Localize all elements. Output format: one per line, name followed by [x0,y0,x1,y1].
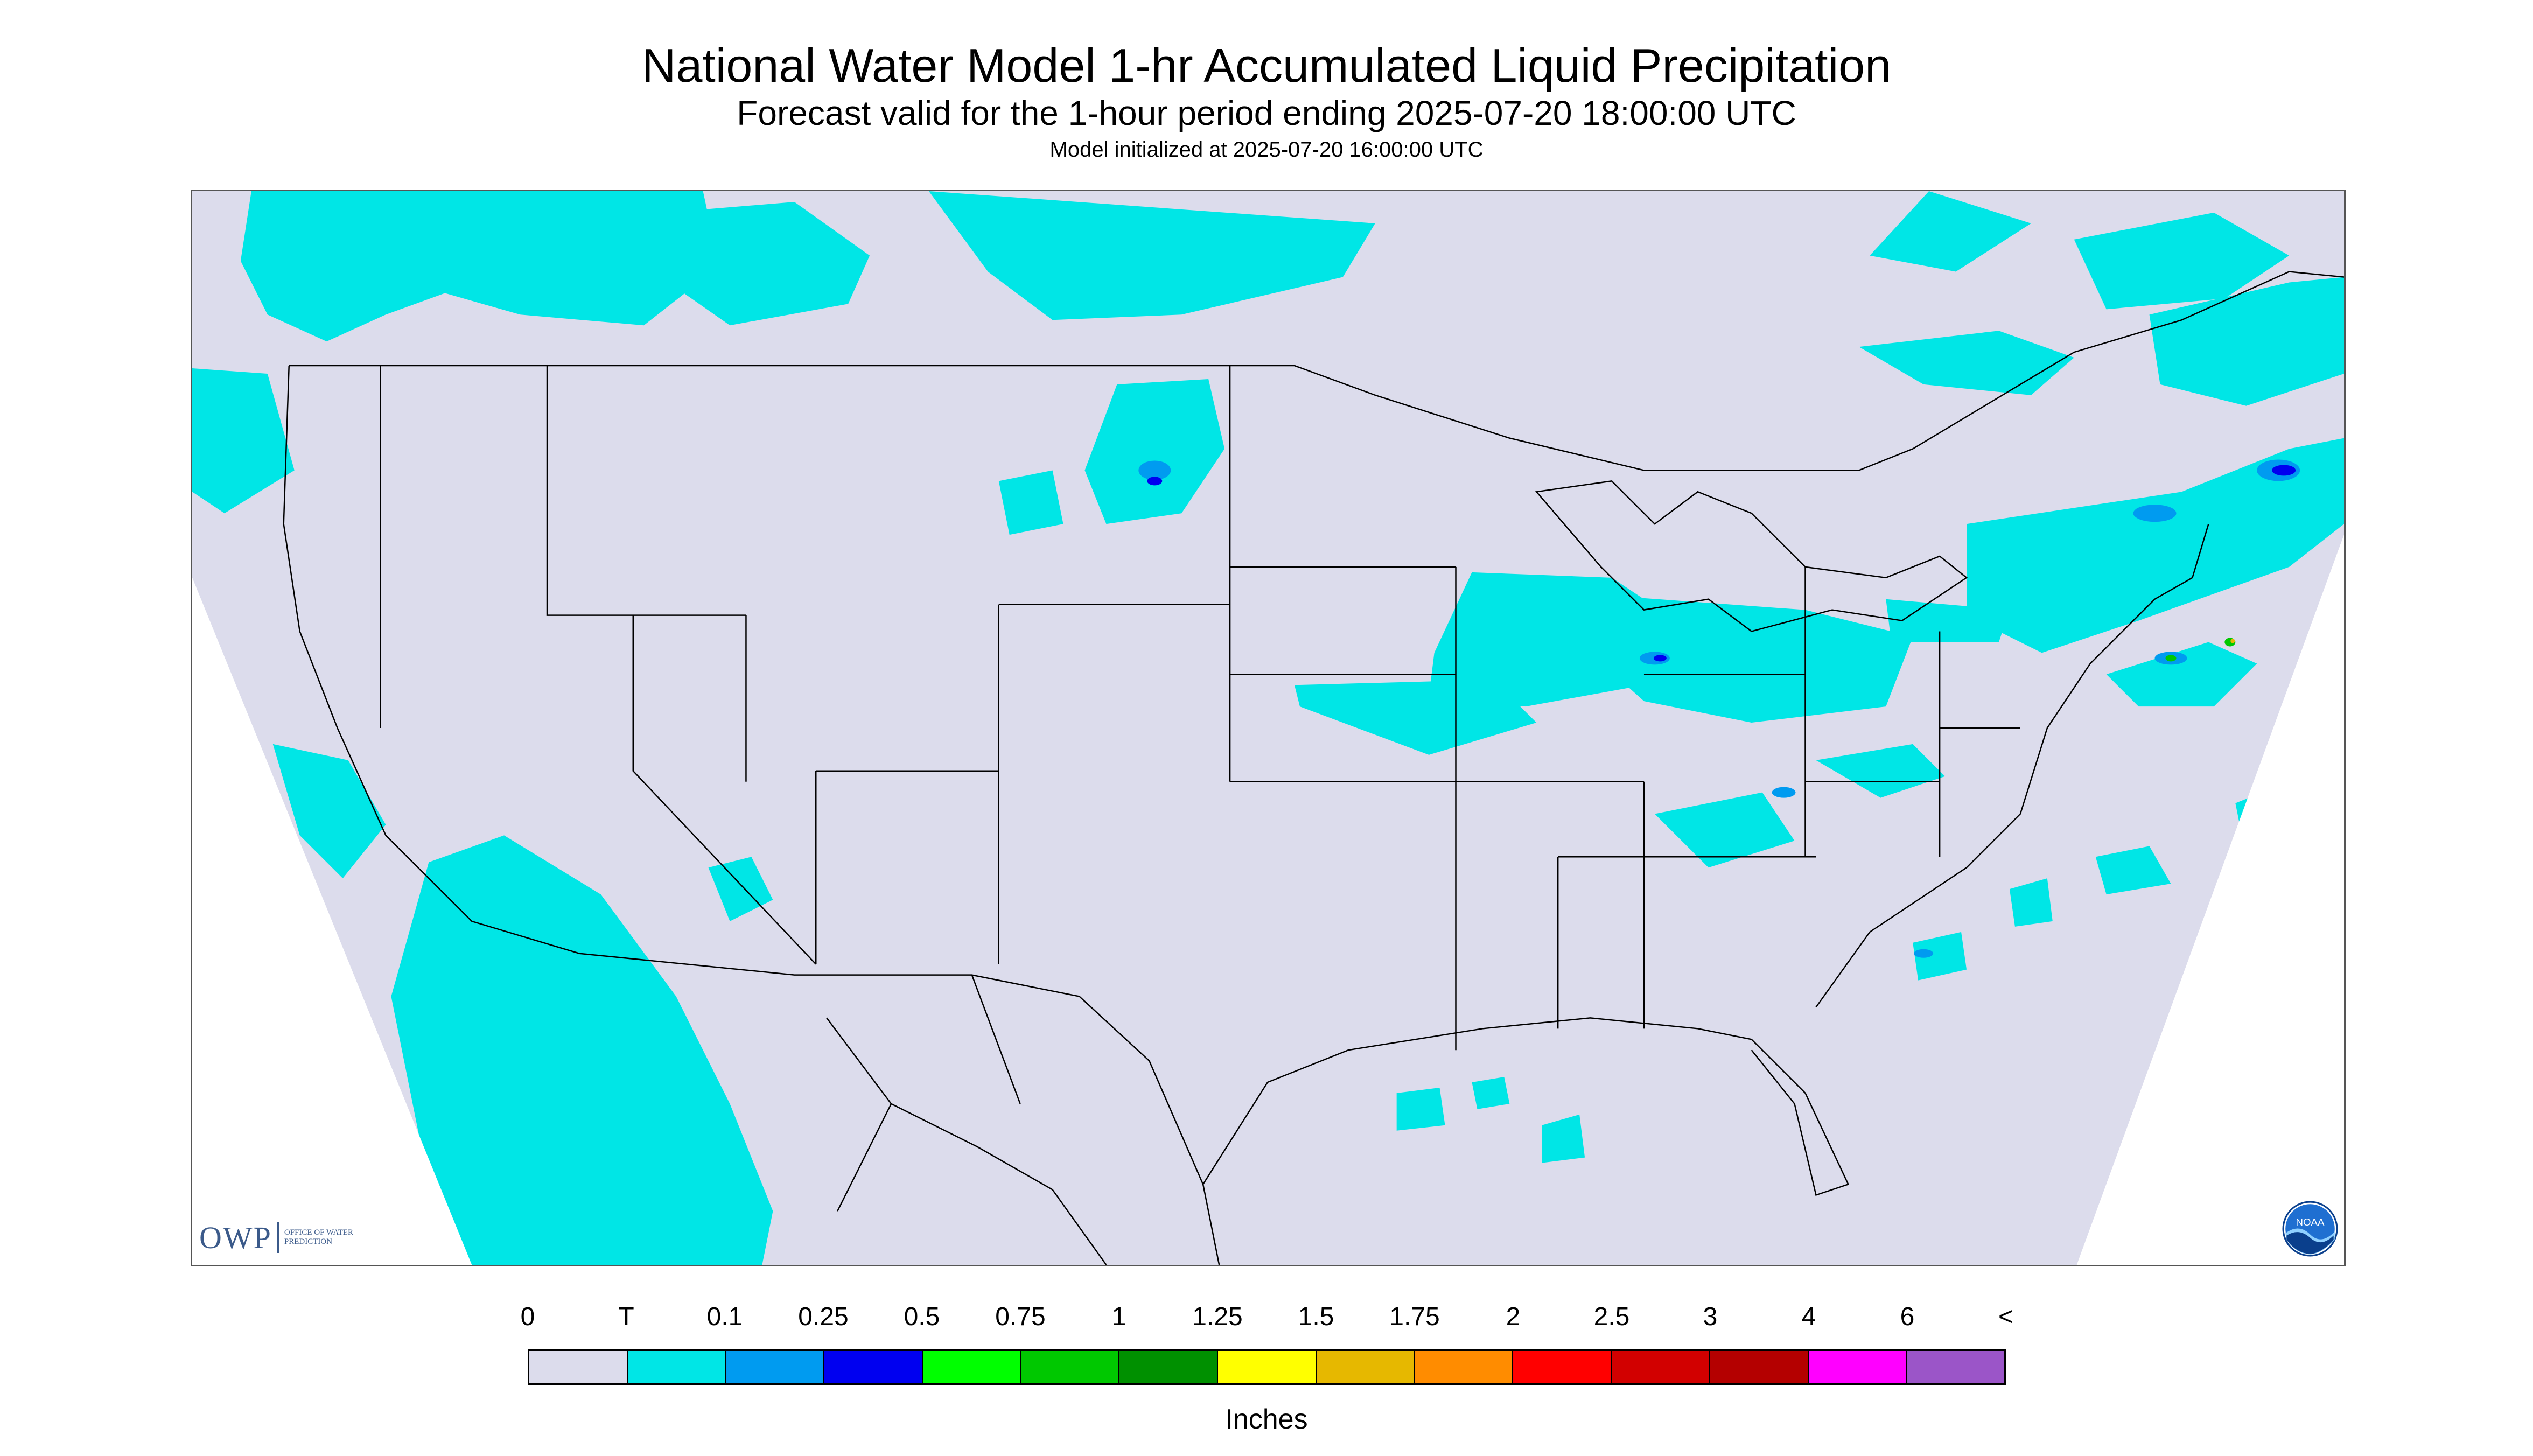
legend-swatch [1907,1351,2005,1383]
legend-swatch [726,1351,825,1383]
map-svg [192,191,2344,1265]
legend-swatch [1021,1351,1120,1383]
legend-tick-label: 0.25 [798,1303,849,1331]
owp-logo-name: OFFICE OF WATER PREDICTION [284,1228,353,1246]
legend-tick-label: 3 [1703,1303,1718,1331]
legend-tick-label: 4 [1801,1303,1816,1331]
legend-tick-label: 0.1 [706,1303,743,1331]
map-domain [192,191,2344,1265]
precip-legend-colorbar [528,1349,2006,1385]
legend-tick-label: 2 [1506,1303,1521,1331]
legend-swatch [529,1351,628,1383]
legend-tick-label: 6 [1900,1303,1915,1331]
owp-logo: OWP OFFICE OF WATER PREDICTION [199,1220,354,1255]
legend-swatch [1316,1351,1415,1383]
legend-swatch [1119,1351,1219,1383]
west-coast [283,365,580,954]
east-coast [1815,523,2209,1008]
legend-swatch [824,1351,923,1383]
chart-subtitle: Forecast valid for the 1-hour period end… [737,94,1796,132]
legend-tick-label: 0 [520,1303,535,1331]
model-init-time: Model initialized at 2025-07-20 16:00:00… [1049,138,1484,162]
legend-tick-label: 1.75 [1389,1303,1440,1331]
legend-tick-label: 0.5 [904,1303,940,1331]
state-lines-west [380,366,1231,965]
us-canada-border [289,271,2344,471]
legend-tick-label: T [618,1303,634,1331]
state-lines-central [1230,566,1816,1051]
map-boundaries [283,271,2344,1265]
legend-swatch [627,1351,726,1383]
legend-tick-label: 1 [1111,1303,1126,1331]
legend-units: Inches [1225,1404,1308,1435]
legend-swatch [1808,1351,1907,1383]
legend-swatch [1218,1351,1317,1383]
noaa-logo-icon: NOAA [2282,1201,2338,1257]
precip-heavy-areas [1147,465,2296,662]
legend-swatch [1513,1351,1612,1383]
legend-tick-label: 2.5 [1593,1303,1630,1331]
precipitation-map [191,190,2346,1266]
chart-title: National Water Model 1-hr Accumulated Li… [641,39,1892,92]
legend-tick-label: 1.25 [1192,1303,1243,1331]
noaa-logo-text: NOAA [2296,1216,2325,1228]
gulf-coast [1202,1017,1850,1196]
precip-trace-areas [192,191,2344,1265]
legend-swatch [1415,1351,1514,1383]
legend-tick-label: 0.75 [995,1303,1046,1331]
mexico-states [826,975,1107,1265]
great-lakes [1535,480,1968,632]
legend-swatch [1710,1351,1809,1383]
owp-logo-mark: OWP [199,1220,272,1255]
owp-logo-divider [277,1222,279,1253]
legend-tick-label: 1.5 [1298,1303,1334,1331]
legend-tick-label: < [1998,1303,2014,1331]
state-lines-east [1643,566,2020,857]
legend-swatch [922,1351,1021,1383]
legend-swatch [1612,1351,1710,1383]
